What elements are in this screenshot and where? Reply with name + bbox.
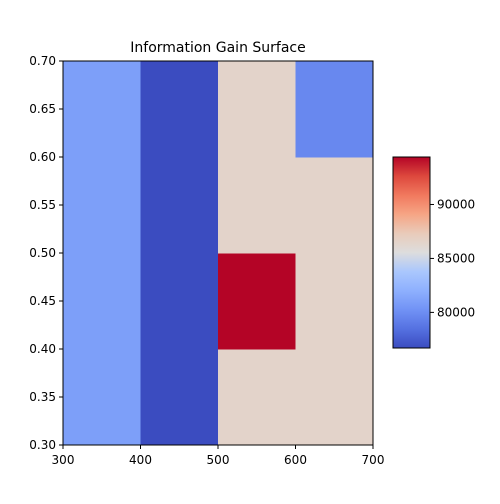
colorbar-frame [392,156,431,349]
heatmap-cell [218,349,296,446]
x-tick-label: 600 [284,453,307,467]
x-tick-label: 700 [362,453,385,467]
x-axis: 300 400 500 600 700 [52,445,385,467]
y-tick-label: 0.60 [29,150,56,164]
heatmap-cell [218,253,296,350]
heatmap-cell [140,61,219,158]
heatmap-cell [218,61,296,158]
x-tick-label: 300 [52,453,75,467]
heatmap-cell [295,349,374,446]
heatmap-cell [295,253,374,350]
heatmap-cell [63,349,141,446]
heatmap-cell [295,157,374,254]
heatmap-cell [140,253,219,350]
x-tick-label: 500 [207,453,230,467]
heatmap-cell [63,61,141,158]
heatmap-cells [63,61,374,446]
heatmap-cell [140,349,219,446]
y-tick-label: 0.35 [29,390,56,404]
heatmap-cell [63,157,141,254]
chart-title: Information Gain Surface [130,40,305,56]
heatmap-cell [218,157,296,254]
heatmap-cell [140,157,219,254]
y-tick-label: 0.50 [29,246,56,260]
y-tick-label: 0.40 [29,342,56,356]
heatmap-cell [63,253,141,350]
colorbar-tick-label: 80000 [437,305,475,319]
y-tick-label: 0.65 [29,102,56,116]
y-axis: 0.30 0.35 0.40 0.45 0.50 0.55 0.60 0.65 0.70 [29,54,63,452]
colorbar-tick-label: 90000 [437,197,475,211]
colorbar-tick-label: 85000 [437,251,475,265]
colorbar-gradient [393,157,430,348]
y-tick-label: 0.30 [29,438,56,452]
colorbar: 80000 85000 90000 [392,156,475,349]
heatmap-cell [295,61,374,158]
x-tick-label: 400 [129,453,152,467]
y-tick-label: 0.55 [29,198,56,212]
y-tick-label: 0.45 [29,294,56,308]
y-tick-label: 0.70 [29,54,56,68]
